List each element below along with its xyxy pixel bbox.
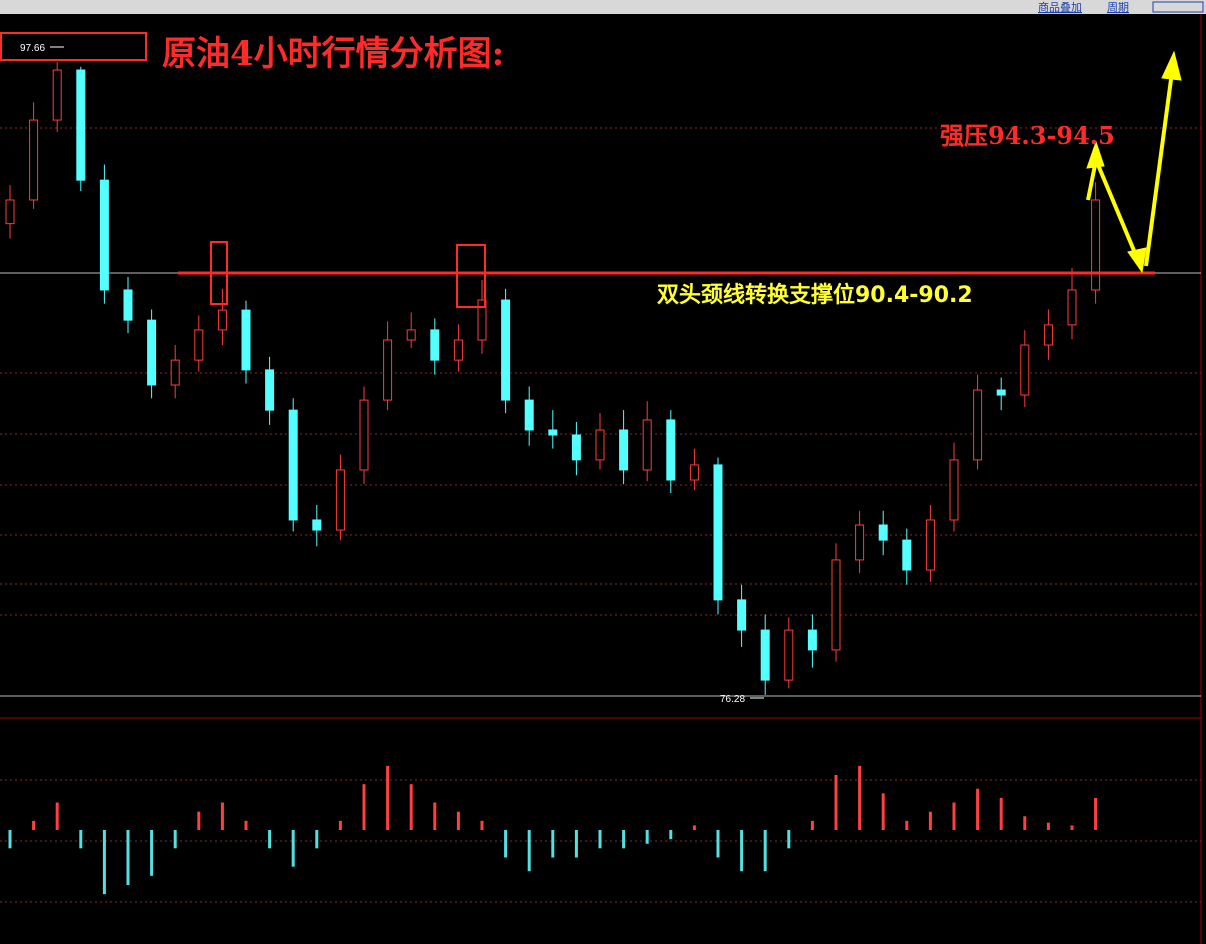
candle-body — [52, 69, 62, 121]
candle-body — [925, 519, 935, 571]
high-label: 97.66 — [20, 43, 45, 54]
menu-item[interactable]: 周期 — [1107, 1, 1129, 14]
candle-body — [760, 629, 770, 681]
candle-body — [949, 459, 959, 521]
candle-body — [595, 429, 605, 461]
candle-body — [807, 629, 817, 651]
candle-body — [973, 389, 983, 461]
candle-body — [335, 469, 345, 531]
candle-body — [359, 399, 369, 471]
candle-body — [99, 179, 109, 291]
candle-body — [902, 539, 912, 571]
arrow-head — [1161, 50, 1182, 81]
candle-body — [406, 329, 416, 341]
nav-buttons[interactable] — [1152, 1, 1204, 13]
candle-body — [76, 69, 86, 181]
candle-body — [194, 329, 204, 361]
candle-body — [831, 559, 841, 651]
candle-body — [1020, 344, 1030, 396]
candle-body — [29, 119, 39, 201]
candle-body — [571, 434, 581, 461]
highlight-box — [456, 244, 486, 308]
marks — [5, 62, 1101, 895]
candle-body — [383, 339, 393, 401]
annotation: 双头颈线转换支撑位90.4-90.2 — [657, 282, 973, 308]
chart-title: 原油4小时行情分析图: — [162, 34, 504, 74]
candle-body — [147, 319, 157, 386]
candle-body — [123, 289, 133, 321]
candle-body — [5, 199, 15, 225]
candle-body — [1067, 289, 1077, 326]
candle-body — [217, 309, 227, 331]
candle-body — [265, 369, 275, 411]
candle-body — [477, 299, 487, 341]
candle-body — [996, 389, 1006, 396]
arrow-head — [1127, 247, 1147, 274]
candle-body — [666, 419, 676, 481]
low-label: 76.28 — [720, 694, 745, 705]
candle-body — [642, 419, 652, 471]
toolbar — [0, 0, 1206, 14]
candle-body — [501, 299, 511, 401]
arrow-head — [1086, 140, 1105, 169]
annotation: 强压94.3-94.5 — [940, 121, 1115, 150]
arrow-path — [1144, 71, 1174, 267]
highlight-box — [0, 32, 147, 61]
candle-body — [737, 599, 747, 631]
candle-body — [619, 429, 629, 471]
menu-item[interactable]: 商品叠加 — [1038, 0, 1082, 14]
candle-body — [713, 464, 723, 601]
candle-body — [524, 399, 534, 431]
candle-body — [453, 339, 463, 361]
highlight-box — [210, 241, 228, 305]
candle-body — [241, 309, 251, 371]
candle-body — [548, 429, 558, 436]
candle-body — [288, 409, 298, 521]
candle-body — [689, 464, 699, 481]
candle-body — [1091, 199, 1101, 291]
candle-body — [784, 629, 794, 681]
forecast-arrows — [1086, 50, 1182, 274]
candle-body — [430, 329, 440, 361]
candle-body — [855, 524, 865, 561]
candle-body — [878, 524, 888, 541]
candle-body — [1043, 324, 1053, 346]
candle-body — [170, 359, 180, 386]
candle-body — [312, 519, 322, 531]
